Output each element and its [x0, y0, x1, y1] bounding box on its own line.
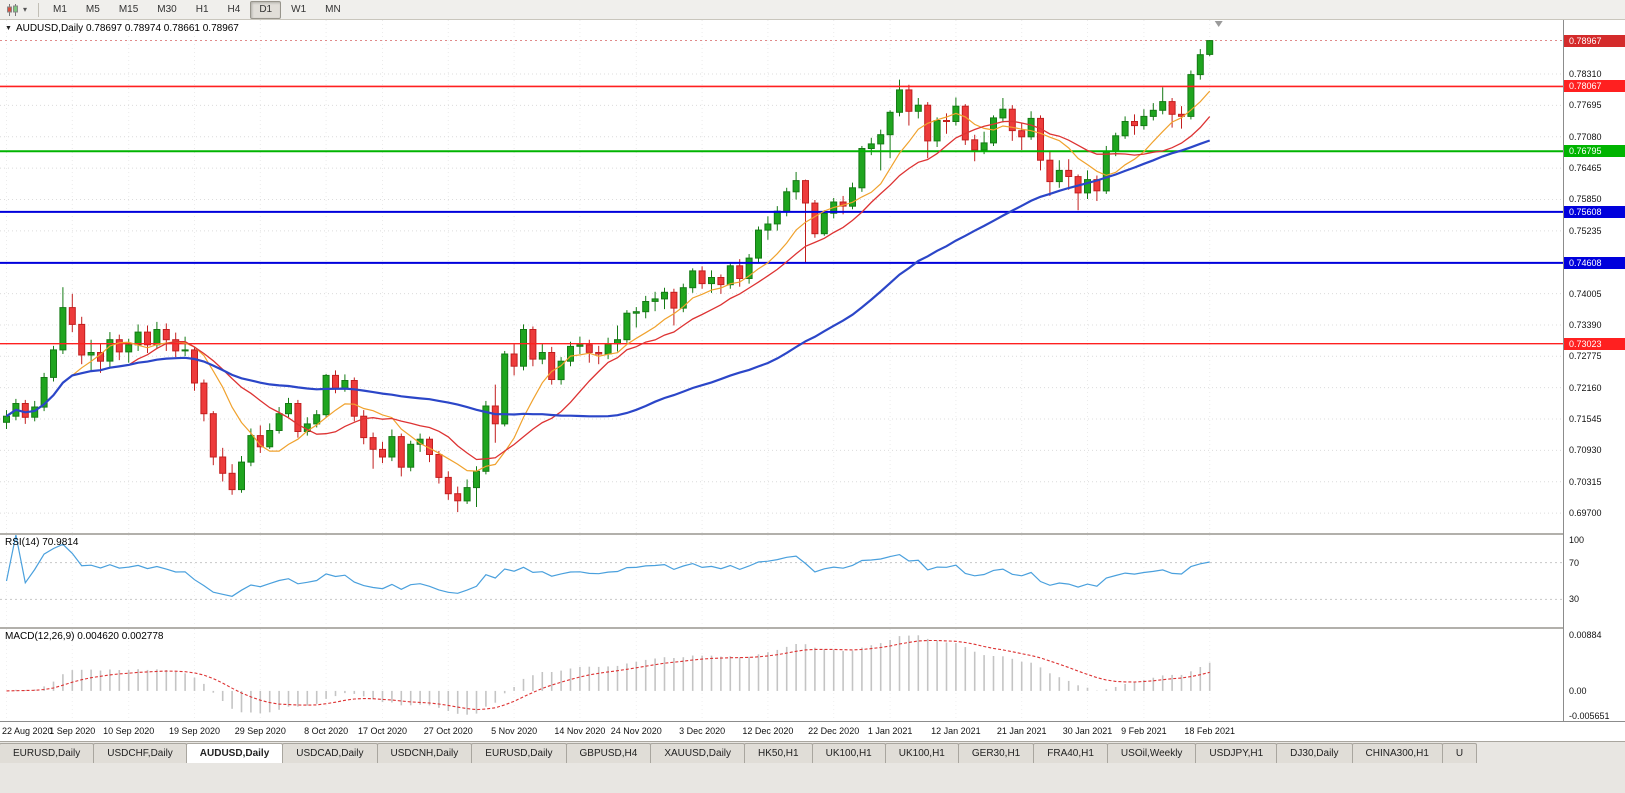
macd-pane[interactable]: MACD(12,26,9) 0.004620 0.002778: [0, 629, 1563, 721]
hline-price-badge: 0.74608: [1564, 256, 1625, 269]
price-tick-label: 0.71545: [1569, 414, 1602, 425]
date-label: 19 Sep 2020: [168, 726, 221, 736]
date-label: 5 Nov 2020: [491, 726, 538, 736]
chart-window[interactable]: ▼ AUDUSD,Daily 0.78697 0.78974 0.78661 0…: [0, 20, 1625, 741]
timeframe-button-W1[interactable]: W1: [291, 3, 307, 15]
chart-tab[interactable]: GBPUSD,H4: [565, 743, 652, 763]
chart-tab[interactable]: USDCAD,Daily: [282, 743, 378, 763]
timeframe-button-M1[interactable]: M1: [53, 3, 67, 15]
chart-tab[interactable]: USDCNH,Daily: [376, 743, 473, 763]
date-label: 1 Sep 2020: [49, 726, 96, 736]
macd-chart-canvas[interactable]: [0, 629, 1563, 721]
rsi-axis-label: 100: [1569, 535, 1585, 545]
rsi-pane[interactable]: RSI(14) 70.9814: [0, 535, 1563, 627]
chart-title-text: AUDUSD,Daily 0.78697 0.78974 0.78661 0.7…: [15, 23, 239, 34]
date-label: 17 Oct 2020: [357, 726, 408, 736]
hline-price-badge: 0.75608: [1564, 205, 1625, 218]
rsi-axis-label: 70: [1569, 557, 1580, 568]
rsi-label: RSI(14) 70.9814: [5, 537, 79, 548]
date-label: 21 Jan 2021: [996, 726, 1047, 736]
price-chart-canvas[interactable]: [0, 20, 1563, 533]
chart-type-dropdown[interactable]: ▾: [0, 0, 33, 19]
pane-splitter[interactable]: [0, 533, 1625, 535]
chart-tab[interactable]: GER30,H1: [957, 743, 1035, 763]
macd-axis-label: -0.005651: [1569, 711, 1610, 721]
date-label: 30 Jan 2021: [1062, 726, 1113, 736]
chart-tab[interactable]: CHINA300,H1: [1351, 743, 1443, 763]
price-tick-label: 0.73390: [1569, 319, 1602, 330]
chart-tab[interactable]: AUDUSD,Daily: [185, 743, 284, 763]
rsi-chart-canvas[interactable]: [0, 535, 1563, 627]
timeframe-button-M30[interactable]: M30: [157, 3, 177, 15]
chart-tab[interactable]: USDCHF,Daily: [93, 743, 187, 763]
price-tick-label: 0.78310: [1569, 69, 1602, 80]
timeframe-button-H4[interactable]: H4: [227, 3, 241, 15]
timeframe-button-M15[interactable]: M15: [118, 3, 139, 15]
macd-axis-label: 0.00884: [1569, 630, 1602, 640]
date-label: 18 Feb 2021: [1184, 726, 1235, 736]
symbol-menu-icon[interactable]: ▼: [5, 25, 12, 32]
timeframe-button-D1[interactable]: D1: [250, 0, 282, 19]
macd-label: MACD(12,26,9) 0.004620 0.002778: [5, 631, 164, 642]
price-tick-label: 0.70315: [1569, 476, 1602, 487]
chart-tab[interactable]: DJ30,Daily: [1276, 743, 1353, 763]
price-tick-label: 0.69700: [1569, 508, 1602, 519]
timeframe-button-MN[interactable]: MN: [325, 3, 341, 15]
date-label: 29 Sep 2020: [234, 726, 286, 736]
hline-price-badge: 0.78067: [1564, 80, 1625, 93]
timeframe-toolbar: ▾ M1 M5 M15 M30 H1 H4 D1 W1 MN: [0, 0, 1625, 20]
date-label: 9 Feb 2021: [1121, 726, 1167, 736]
date-label: 8 Oct 2020: [304, 726, 349, 736]
date-label: 1 Jan 2021: [867, 726, 913, 736]
hline-price-badge: 0.76795: [1564, 145, 1625, 158]
price-tick-label: 0.75850: [1569, 194, 1602, 205]
current-price-badge: 0.78967: [1564, 34, 1625, 47]
price-tick-label: 0.75235: [1569, 225, 1602, 236]
date-label: 10 Sep 2020: [103, 726, 155, 736]
chart-tab[interactable]: USOil,Weekly: [1106, 743, 1197, 763]
macd-axis-label: 0.00: [1569, 685, 1587, 696]
chart-tab[interactable]: U: [1441, 743, 1478, 763]
date-label: 24 Nov 2020: [610, 726, 662, 736]
price-tick-label: 0.76465: [1569, 163, 1602, 174]
price-axis[interactable]: 0.78310 0.77695 0.77080 0.76465 0.75850 0.752…: [1563, 20, 1625, 721]
date-label: 22 Aug 2020: [2, 726, 53, 736]
chart-tab[interactable]: XAUUSD,Daily: [650, 743, 746, 763]
chart-tab[interactable]: FRA40,H1: [1033, 743, 1108, 763]
chart-tab[interactable]: EURUSD,Daily: [471, 743, 567, 763]
timeframe-buttons: M1 M5 M15 M30 H1 H4 D1 W1 MN: [44, 0, 350, 19]
date-label: 3 Dec 2020: [679, 726, 726, 736]
chart-title: ▼ AUDUSD,Daily 0.78697 0.78974 0.78661 0…: [5, 23, 239, 34]
candlestick-chart-icon: [7, 3, 18, 16]
date-label: 27 Oct 2020: [423, 726, 473, 736]
chart-tab-bar: EURUSD,Daily USDCHF,Daily AUDUSD,Daily USDC…: [0, 741, 1625, 763]
price-tick-label: 0.70930: [1569, 445, 1602, 456]
date-label: 12 Dec 2020: [742, 726, 794, 736]
pane-splitter[interactable]: [0, 627, 1625, 629]
time-axis[interactable]: 22 Aug 2020 1 Sep 2020 10 Sep 2020 19 Sep 2…: [0, 721, 1625, 741]
price-tick-label: 0.77080: [1569, 131, 1602, 142]
chart-tab[interactable]: UK100,H1: [811, 743, 886, 763]
price-tick-label: 0.72160: [1569, 382, 1602, 393]
date-label: 22 Dec 2020: [808, 726, 860, 736]
toolbar-separator: [38, 2, 40, 17]
timeframe-button-H1[interactable]: H1: [195, 3, 209, 15]
date-label: 12 Jan 2021: [931, 726, 981, 736]
timeframe-button-M5[interactable]: M5: [85, 3, 100, 15]
rsi-axis-label: 30: [1569, 594, 1580, 605]
price-pane[interactable]: ▼ AUDUSD,Daily 0.78697 0.78974 0.78661 0…: [0, 20, 1563, 533]
chart-shift-marker-icon: [1214, 21, 1223, 27]
window-background: [0, 763, 1625, 793]
date-label: 14 Nov 2020: [554, 726, 606, 736]
chart-tab[interactable]: USDJPY,H1: [1195, 743, 1278, 763]
price-tick-label: 0.77695: [1569, 100, 1602, 111]
chevron-down-icon: ▾: [23, 4, 28, 14]
chart-tab[interactable]: EURUSD,Daily: [0, 743, 95, 763]
price-tick-label: 0.74005: [1569, 288, 1602, 299]
hline-price-badge: 0.73023: [1564, 337, 1625, 350]
chart-tab[interactable]: UK100,H1: [884, 743, 959, 763]
chart-tab[interactable]: HK50,H1: [744, 743, 813, 763]
price-tick-label: 0.72775: [1569, 351, 1602, 362]
